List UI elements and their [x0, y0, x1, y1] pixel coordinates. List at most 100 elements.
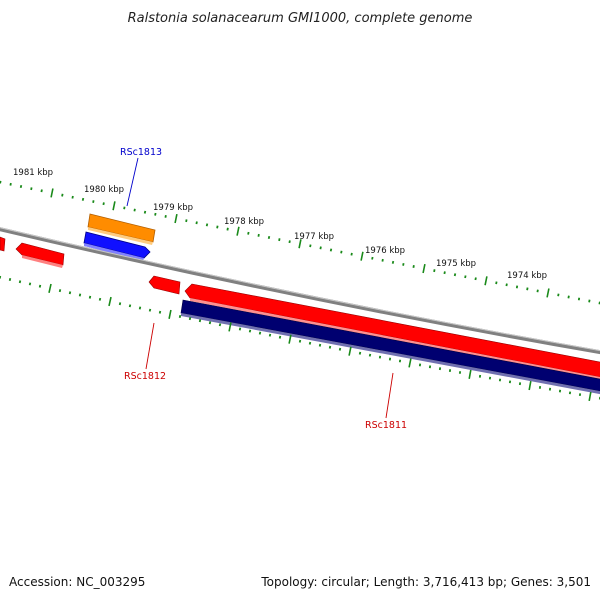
outer-ruler-tick [391, 260, 395, 264]
inner-ruler-tick [328, 345, 332, 349]
outer-ruler-tick [71, 195, 74, 199]
inner-ruler-tick [348, 346, 352, 356]
rsc1811-red-feature[interactable] [184, 283, 600, 378]
outer-ruler-tick [61, 193, 64, 197]
inner-ruler-tick [278, 335, 282, 339]
outer-ruler-tick [247, 231, 250, 235]
outer-ruler-tick [371, 256, 374, 260]
genome-backbone-highlight [0, 227, 600, 352]
outer-ruler-tick [143, 210, 147, 214]
inner-ruler-tick [468, 369, 472, 379]
inner-ruler-tick [198, 319, 202, 323]
outer-ruler-tick [185, 219, 188, 223]
inner-ruler-tick [58, 289, 62, 293]
outer-ruler-tick [9, 182, 12, 186]
outer-ruler-tick [267, 235, 271, 240]
kbp-label-1978: 1978 kbp [224, 217, 264, 227]
inner-ruler-tick [108, 296, 112, 307]
gene-callouts: RSc1813 RSc1812 RSc1811 [120, 147, 407, 431]
outer-ruler-tick [236, 226, 240, 236]
orange-feature-shadow [88, 227, 153, 245]
outer-ruler-tick [40, 189, 43, 193]
outer-ruler-tick [546, 288, 550, 298]
inner-ruler-tick [358, 351, 362, 355]
outer-ruler-tick [195, 221, 198, 225]
rsc1812-feature[interactable] [148, 275, 181, 295]
outer-ruler-tick [484, 276, 488, 286]
kbp-label-1977: 1977 kbp [294, 232, 334, 242]
inner-ruler-tick [178, 314, 182, 319]
navy-feature-shadow [181, 313, 600, 395]
outer-ruler-tick [30, 187, 33, 191]
inner-ruler-tick [18, 280, 22, 284]
outer-ruler-tick [298, 239, 302, 249]
outer-ruler-tick [19, 184, 23, 189]
outer-ruler-tick [422, 263, 426, 274]
inner-ruler-tick [368, 353, 372, 357]
outer-ruler-tick [329, 248, 333, 252]
inner-ruler-tick [528, 380, 532, 391]
outer-ruler-tick [319, 246, 322, 250]
inner-ruler-tick [308, 341, 312, 345]
inner-ruler-tick [338, 347, 342, 351]
outer-ruler-tick [433, 269, 436, 273]
outer-ruler-tick [474, 277, 477, 281]
outer-ruler-tick [164, 215, 167, 218]
outer-ruler-tick [443, 271, 446, 275]
inner-ruler-tick [78, 293, 82, 297]
outer-ruler-tick [81, 197, 85, 201]
navy-feature[interactable] [180, 299, 600, 392]
red-feature-left-edge[interactable] [0, 236, 6, 252]
inner-ruler-tick [158, 310, 162, 314]
inner-ruler-tick [248, 329, 252, 333]
outer-ruler-tick [526, 287, 529, 291]
outer-ruler-tick [381, 258, 384, 262]
inner-ruler-tick [8, 277, 12, 282]
outer-ruler-tick [205, 223, 209, 227]
outer-ruler-tick [588, 299, 591, 303]
outer-ruler-tick [495, 281, 498, 285]
inner-ruler-tick [128, 304, 132, 308]
blue-feature-shadow [84, 243, 144, 261]
outer-ruler-tick [112, 201, 116, 211]
red-feature-arrow-left-shadow [22, 255, 63, 268]
blue-feature-arrow[interactable] [83, 231, 151, 259]
accession-text: Accession: NC_003295 [9, 575, 145, 589]
outer-ruler-tick [288, 240, 291, 244]
inner-ruler-tick [118, 302, 122, 306]
inner-ruler-tick [218, 323, 222, 327]
inner-tick-ruler [0, 275, 600, 402]
inner-ruler-tick [588, 391, 592, 402]
kbp-label-1976: 1976 kbp [365, 246, 405, 256]
inner-ruler-tick [228, 322, 232, 332]
rsc1813-label[interactable]: RSc1813 [120, 147, 162, 158]
outer-ruler-tick [350, 252, 353, 256]
outer-ruler-tick [123, 206, 126, 210]
inner-ruler-tick [138, 306, 142, 310]
inner-ruler-tick [88, 295, 92, 299]
outer-ruler-tick [309, 244, 312, 248]
inner-ruler-tick [168, 309, 172, 319]
outer-ruler-tick [464, 275, 467, 279]
inner-ruler-tick [408, 358, 412, 368]
rsc1811-label[interactable]: RSc1811 [365, 420, 407, 431]
inner-ruler-tick [238, 327, 242, 331]
outer-ruler-tick [257, 233, 260, 237]
outer-ruler-tick [226, 227, 229, 231]
outer-ruler-tick [133, 208, 136, 212]
reverse-features [148, 275, 600, 395]
outer-ruler-tick [0, 180, 2, 184]
forward-features [0, 213, 156, 268]
inner-ruler-tick [258, 331, 262, 335]
inner-ruler-tick [28, 282, 32, 286]
outer-ruler-tick [216, 225, 219, 229]
rsc1812-label[interactable]: RSc1812 [124, 371, 166, 382]
genome-backbone [0, 227, 600, 355]
kbp-label-1974: 1974 kbp [507, 271, 547, 281]
outer-ruler-tick [567, 295, 570, 299]
inner-ruler-tick [68, 291, 72, 295]
outer-ruler-tick [412, 265, 415, 268]
inner-ruler-tick [38, 284, 42, 288]
outer-ruler-tick [453, 273, 457, 277]
outer-ruler-tick [360, 251, 364, 261]
